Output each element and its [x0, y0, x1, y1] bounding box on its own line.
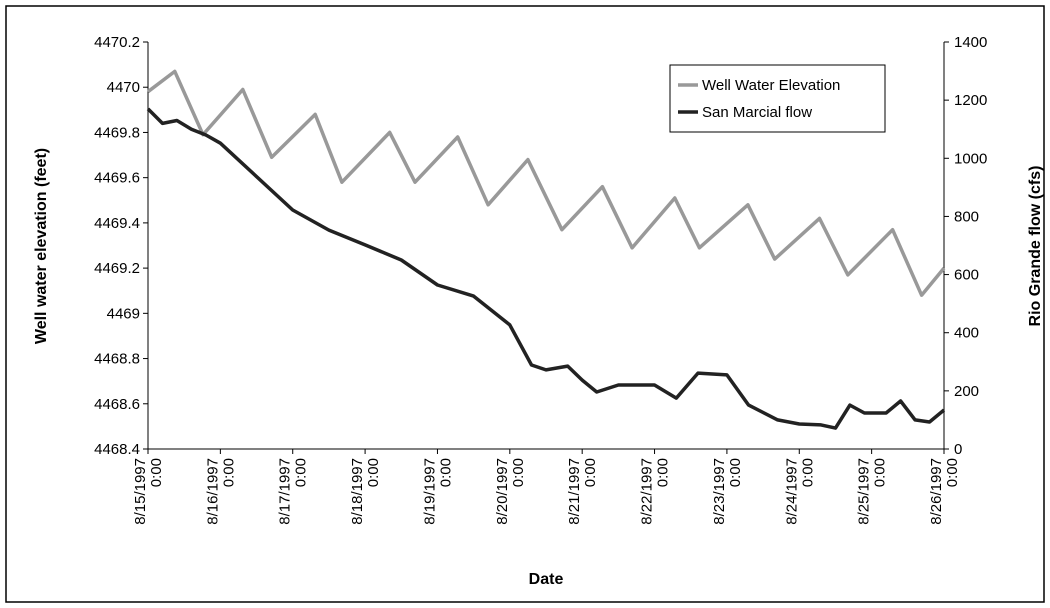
y-tick-label: 4468.4 [94, 441, 140, 458]
y2-tick-label: 0 [954, 441, 962, 458]
y2-tick-label: 600 [954, 267, 979, 284]
y2-tick-label: 400 [954, 325, 979, 342]
y2-axis-label: Rio Grande flow (cfs) [1027, 166, 1044, 327]
y-tick-label: 4469.8 [94, 124, 140, 141]
x-tick-label: 8/20/19970:00 [494, 458, 527, 525]
y2-tick-label: 1000 [954, 150, 987, 167]
x-tick-label: 8/26/19970:00 [928, 458, 961, 525]
y-tick-label: 4468.8 [94, 351, 140, 368]
x-tick-label: 8/16/19970:00 [204, 458, 237, 525]
x-tick-label: 8/24/19970:00 [783, 458, 816, 525]
x-axis-label: Date [529, 571, 564, 588]
data-line [146, 107, 946, 430]
x-tick-label: 8/22/19970:00 [639, 458, 672, 525]
y-tick-label: 4470.2 [94, 34, 140, 51]
legend-label: Well Water Elevation [702, 77, 840, 94]
y-tick-label: 4468.6 [94, 396, 140, 413]
x-tick-label: 8/21/19970:00 [566, 458, 599, 525]
x-tick-label: 8/19/19970:00 [421, 458, 454, 525]
legend-label: San Marcial flow [702, 104, 812, 121]
x-tick-label: 8/23/19970:00 [711, 458, 744, 525]
x-tick-label: 8/17/19970:00 [277, 458, 310, 525]
y2-tick-label: 1200 [954, 92, 987, 109]
y-tick-label: 4469 [107, 305, 140, 322]
legend-box [669, 64, 886, 133]
x-tick-label: 8/25/19970:00 [856, 458, 889, 525]
y2-tick-label: 1400 [954, 34, 987, 51]
x-tick-label: 8/15/19970:00 [132, 458, 165, 525]
y-axis-label: Well water elevation (feet) [33, 148, 50, 344]
y2-tick-label: 200 [954, 383, 979, 400]
y-tick-label: 4469.6 [94, 170, 140, 187]
y-tick-label: 4470 [107, 79, 140, 96]
x-tick-label: 8/18/19970:00 [349, 458, 382, 525]
chart-frame [5, 5, 1045, 603]
y2-tick-label: 800 [954, 208, 979, 225]
data-line [146, 69, 946, 297]
y-tick-label: 4469.4 [94, 215, 140, 232]
y-tick-label: 4469.2 [94, 260, 140, 277]
